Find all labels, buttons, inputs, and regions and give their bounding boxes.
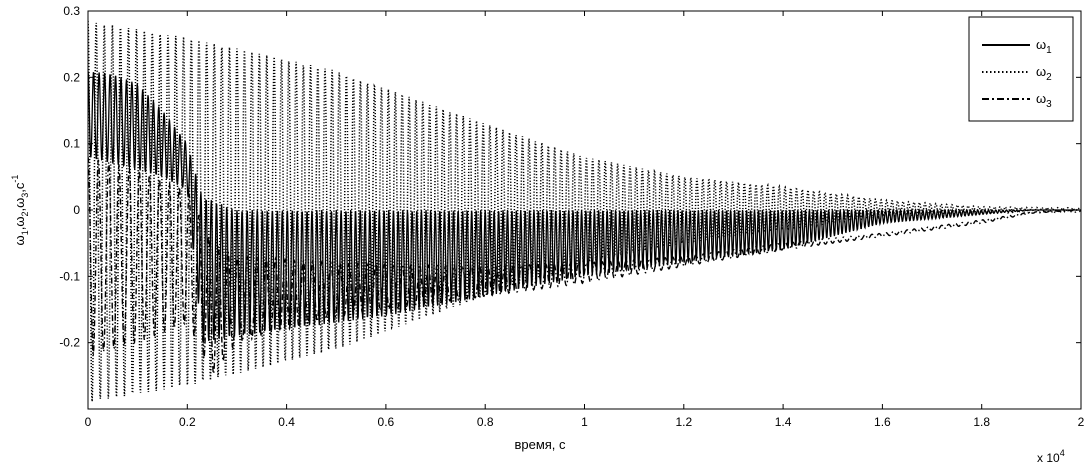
x-tick-label: 0.4 xyxy=(278,415,295,429)
x-tick-label: 1.8 xyxy=(973,415,990,429)
x-tick-label: 0.2 xyxy=(179,415,196,429)
y-label-sep1: , xyxy=(12,227,27,231)
legend-entry-omega3: ω3 xyxy=(982,91,1052,110)
x-tick-label: 0.8 xyxy=(477,415,494,429)
x-multiplier-exp: 4 xyxy=(1060,448,1065,458)
legend: ω1 ω2 ω3 xyxy=(968,16,1074,122)
x-tick-label: 0 xyxy=(85,415,92,429)
x-tick-label: 1.4 xyxy=(775,415,792,429)
x-multiplier: x 104 xyxy=(1037,448,1065,465)
y-label-sub1: 1 xyxy=(20,230,30,235)
y-tick-label: -0.2 xyxy=(59,336,80,350)
x-tick-label: 1.2 xyxy=(675,415,692,429)
legend-box xyxy=(968,16,1074,122)
y-tick-label: 0 xyxy=(73,203,80,217)
legend-entry-omega1: ω1 xyxy=(982,37,1052,56)
tick-layer: 0 0.2 0.4 0.6 0.8 1 1.2 1.4 1.6 1.8 2 0.3 0.2 0.1 0 -0.… xyxy=(59,4,1084,429)
y-tick-label: 0.1 xyxy=(63,137,80,151)
legend-entry-omega2: ω2 xyxy=(982,64,1052,83)
y-tick-label: 0.3 xyxy=(63,4,80,18)
legend-label-omega1: ω1 xyxy=(1036,37,1052,56)
legend-label-omega2: ω2 xyxy=(1036,64,1052,83)
y-label-sep2: , xyxy=(12,208,27,212)
x-tick-label: 1 xyxy=(581,415,588,429)
legend-label-omega3: ω3 xyxy=(1036,91,1052,110)
x-tick-label: 1.6 xyxy=(874,415,891,429)
y-tick-label: -0.1 xyxy=(59,269,80,283)
y-tick-label: 0.2 xyxy=(63,70,80,84)
x-multiplier-base: x 10 xyxy=(1037,451,1060,465)
series-line-omega1 xyxy=(88,70,1081,343)
x-axis-label: время, с xyxy=(514,437,566,452)
y-label-sub3: 3 xyxy=(20,193,30,198)
y-label-sub2: 2 xyxy=(20,211,30,216)
y-label-omega1: ω xyxy=(12,235,27,245)
series-layer xyxy=(88,20,1081,402)
x-tick-label: 0.6 xyxy=(378,415,395,429)
plot-area xyxy=(88,11,1081,409)
y-label-sep3: , xyxy=(12,189,27,193)
y-label-omega3: ω xyxy=(12,198,27,208)
y-label-unit: с xyxy=(12,182,27,189)
y-axis-label: ω1,ω2,ω3,с-1 xyxy=(10,175,30,246)
x-tick-label: 2 xyxy=(1078,415,1085,429)
y-label-omega2: ω xyxy=(12,217,27,227)
y-label-unit-sup: -1 xyxy=(10,175,20,183)
